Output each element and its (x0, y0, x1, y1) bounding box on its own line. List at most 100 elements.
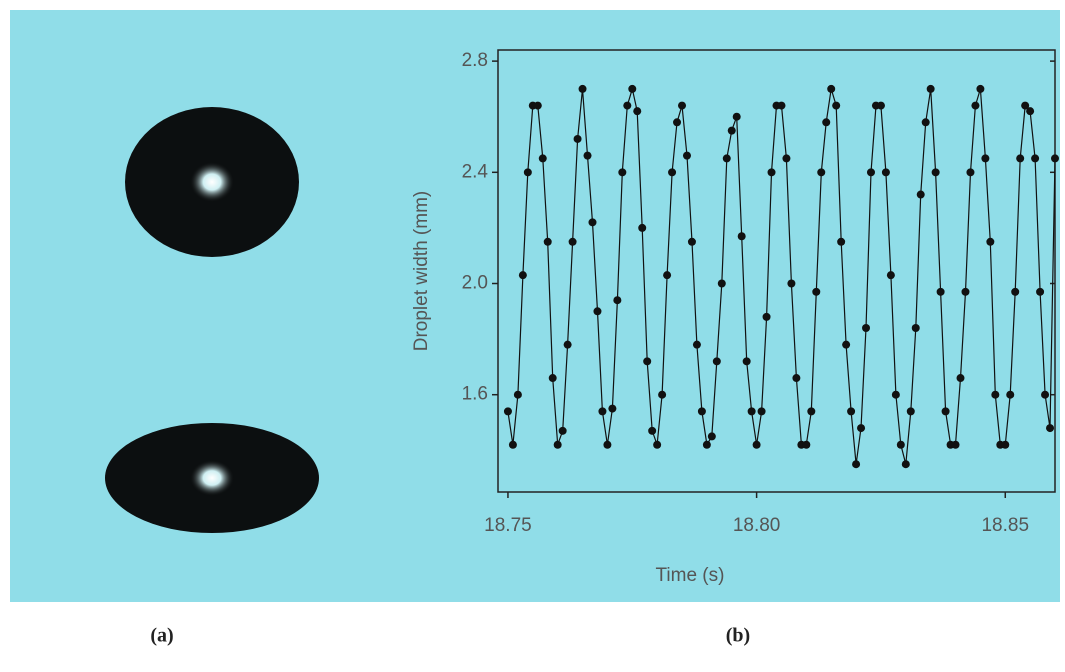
data-point (886, 271, 895, 280)
data-point (862, 323, 871, 332)
data-point (876, 101, 885, 110)
x-tick-label: 18.85 (981, 515, 1029, 536)
data-point (633, 107, 642, 116)
data-point (767, 168, 776, 177)
data-point (956, 374, 965, 383)
data-point (613, 296, 622, 305)
data-point (553, 440, 562, 449)
data-point (742, 357, 751, 366)
data-point (966, 168, 975, 177)
plot-frame (497, 49, 1056, 493)
data-point (752, 440, 761, 449)
y-tick-label: 2.0 (462, 273, 488, 294)
data-point (906, 407, 915, 416)
data-point (678, 101, 687, 110)
data-point (513, 390, 522, 399)
data-point (1006, 390, 1015, 399)
data-point (518, 271, 527, 280)
data-point (1031, 154, 1040, 163)
data-point (936, 287, 945, 296)
data-point (717, 279, 726, 288)
data-point (896, 440, 905, 449)
data-point (687, 237, 696, 246)
data-point (668, 168, 677, 177)
data-point (603, 440, 612, 449)
data-point (692, 340, 701, 349)
data-point (1001, 440, 1010, 449)
data-point (971, 101, 980, 110)
data-point (961, 287, 970, 296)
data-point (658, 390, 667, 399)
data-point (1046, 424, 1055, 433)
data-point (618, 168, 627, 177)
data-point (802, 440, 811, 449)
data-point (827, 84, 836, 93)
data-point (548, 374, 557, 383)
data-point (588, 218, 597, 227)
y-tick-label: 2.4 (462, 161, 489, 182)
data-point (901, 460, 910, 469)
y-tick-label: 2.8 (462, 50, 488, 71)
data-point (792, 374, 801, 383)
data-point (643, 357, 652, 366)
data-point (976, 84, 985, 93)
data-point (628, 84, 637, 93)
data-point (578, 84, 587, 93)
data-point (881, 168, 890, 177)
data-point (737, 232, 746, 241)
data-point (807, 407, 816, 416)
data-point (986, 237, 995, 246)
caption: (a) (150, 625, 173, 647)
data-point (558, 426, 567, 435)
data-point (598, 407, 607, 416)
data-point (707, 432, 716, 441)
data-point (941, 407, 950, 416)
data-point (866, 168, 875, 177)
data-point (747, 407, 756, 416)
data-point (623, 101, 632, 110)
data-point (921, 118, 930, 127)
data-point (837, 237, 846, 246)
caption: (b) (726, 625, 750, 647)
data-point (1026, 107, 1035, 116)
data-point (787, 279, 796, 288)
data-point (857, 424, 866, 433)
data-point (702, 440, 711, 449)
data-point (573, 134, 582, 143)
data-point (1016, 154, 1025, 163)
data-point (543, 237, 552, 246)
data-point (1011, 287, 1020, 296)
droplet-highlight (190, 460, 234, 496)
data-point (503, 407, 512, 416)
data-point (593, 307, 602, 316)
data-point (891, 390, 900, 399)
y-tick-label: 1.6 (462, 384, 488, 405)
data-point (508, 440, 517, 449)
data-point (847, 407, 856, 416)
data-point (777, 101, 786, 110)
data-point (533, 101, 542, 110)
data-point (712, 357, 721, 366)
x-tick-label: 18.75 (484, 515, 532, 536)
data-point (538, 154, 547, 163)
y-axis-label: Droplet width (mm) (411, 191, 432, 351)
data-point (817, 168, 826, 177)
data-point (762, 312, 771, 321)
data-point (842, 340, 851, 349)
data-point (1041, 390, 1050, 399)
x-tick-label: 18.80 (733, 515, 781, 536)
data-point (951, 440, 960, 449)
data-point (1036, 287, 1045, 296)
data-point (682, 151, 691, 160)
data-point (608, 404, 617, 413)
data-point (1021, 101, 1030, 110)
data-point (583, 151, 592, 160)
data-point (727, 126, 736, 135)
data-point (916, 190, 925, 199)
data-point (697, 407, 706, 416)
data-point (653, 440, 662, 449)
data-point (782, 154, 791, 163)
data-point (931, 168, 940, 177)
data-point (563, 340, 572, 349)
